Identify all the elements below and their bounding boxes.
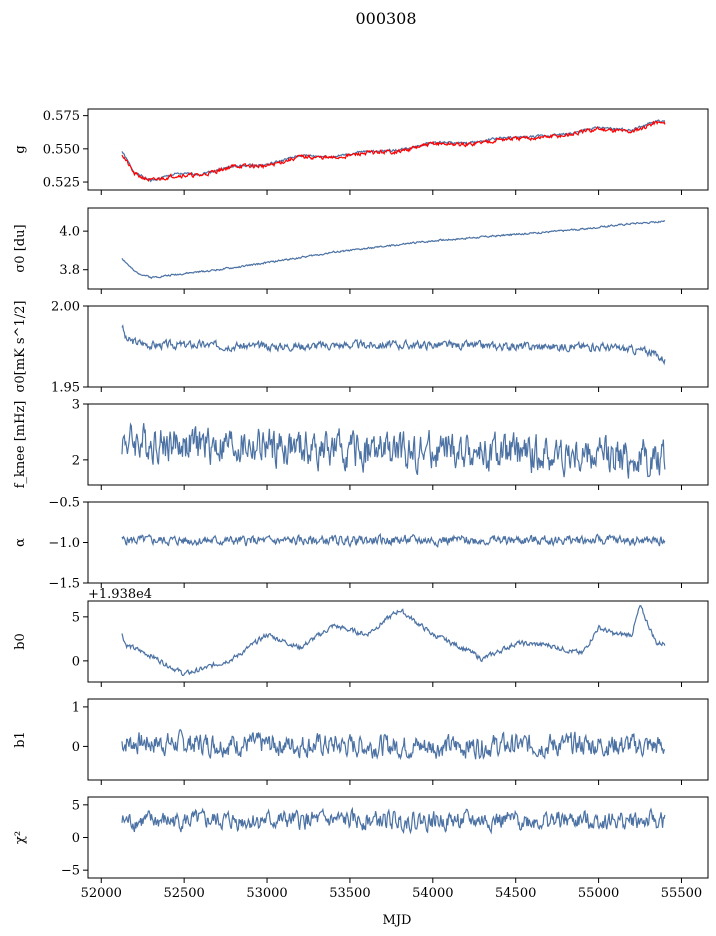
axes-frame-sigma0_du (87, 207, 709, 290)
panel-alpha: −1.5 −1.0 −0.5 α (13, 496, 709, 592)
axes-frame-b1 (87, 698, 709, 781)
panel-g: 0.525 0.550 0.575 g (13, 108, 709, 195)
y-axis-label-b0: b0 (13, 633, 28, 650)
y-axis-label-chi2: χ² (13, 831, 28, 844)
y-tick-label: −1.5 (48, 577, 80, 592)
x-tick-label: 54500 (495, 886, 536, 901)
axes-frame-g (87, 108, 709, 191)
series-line-sigma0_mK (121, 324, 666, 366)
overlay-line-g (121, 120, 666, 182)
y-tick-label: 3.8 (59, 263, 80, 278)
offset-label: +1.938e4 (88, 587, 152, 602)
y-tick-label: 4.0 (59, 225, 80, 240)
y-tick-label: 3 (72, 398, 80, 413)
figure-title: 000308 (355, 9, 416, 28)
y-tick-label: 0.525 (43, 176, 80, 191)
series-line-g (121, 119, 666, 183)
y-tick-label: 0.575 (43, 109, 80, 124)
series-line-chi2 (121, 806, 666, 835)
y-tick-label: 0 (72, 654, 80, 669)
panel-sigma0_du: 3.8 4.0 σ0 [du] (13, 207, 709, 294)
series-line-b1 (121, 728, 666, 761)
y-axis-label-fknee: f_knee [mHz] (13, 401, 28, 489)
y-tick-label: 5 (72, 798, 80, 813)
panel-sigma0_mK: 1.95 2.00 σ0[mK s^1/2] (13, 300, 709, 396)
y-axis-label-b1: b1 (13, 731, 28, 748)
y-tick-label: 2.00 (51, 300, 80, 315)
y-axis-label-alpha: α (13, 538, 28, 547)
axes-frame-fknee (87, 403, 709, 486)
y-axis-label-g: g (13, 145, 28, 153)
x-tick-label: 53000 (246, 886, 287, 901)
panel-fknee: 2 3 f_knee [mHz] (13, 398, 709, 490)
subplot-stack: 0.525 0.550 0.575 g 3.8 4.0 σ0 [du] 1.95 2.00 σ0[… (13, 108, 709, 901)
series-line-sigma0_du (121, 219, 666, 280)
y-tick-label: 5 (72, 610, 80, 625)
x-tick-label: 55000 (578, 886, 619, 901)
x-tick-label: 54000 (412, 886, 453, 901)
y-tick-label: 2 (72, 453, 80, 468)
y-tick-label: −5 (61, 864, 80, 879)
y-axis-label-sigma0_mK: σ0[mK s^1/2] (13, 301, 28, 393)
y-tick-label: 1 (72, 700, 80, 715)
series-line-alpha (121, 532, 666, 549)
x-tick-label: 55500 (661, 886, 702, 901)
y-tick-label: 0.550 (43, 142, 80, 157)
y-axis-label-sigma0_du: σ0 [du] (13, 224, 28, 272)
axes-frame-sigma0_mK (87, 305, 709, 388)
y-tick-label: 0 (72, 831, 80, 846)
x-tick-label: 52000 (81, 886, 122, 901)
y-tick-label: 1.95 (51, 381, 80, 396)
panel-b1: 0 1 b1 (13, 698, 709, 785)
x-axis-label: MJD (383, 913, 412, 928)
panel-b0: 0 5 +1.938e4 b0 (13, 587, 709, 687)
axes-frame-chi2 (87, 796, 709, 879)
y-tick-label: −0.5 (48, 496, 80, 511)
y-tick-label: −1.0 (48, 536, 80, 551)
x-tick-label: 52500 (163, 886, 204, 901)
series-line-fknee (121, 422, 666, 479)
y-tick-label: 0 (72, 740, 80, 755)
x-tick-label: 53500 (329, 886, 370, 901)
panel-chi2: −5 0 5 52000 52500 53000 53500 54000 54500 55000 5… (13, 796, 709, 901)
series-line-b0 (121, 604, 666, 677)
axes-frame-b0 (87, 600, 709, 683)
